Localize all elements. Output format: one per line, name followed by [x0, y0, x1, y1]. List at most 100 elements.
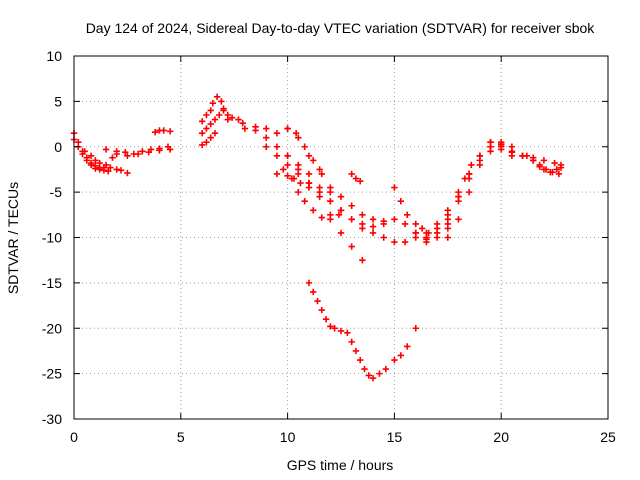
data-point [209, 99, 217, 107]
data-point [487, 143, 494, 150]
data-point [508, 148, 516, 156]
data-point [391, 184, 398, 191]
data-point [96, 166, 103, 173]
grid-layer [74, 56, 608, 419]
data-point [391, 356, 398, 364]
data-point [348, 170, 355, 178]
series-track-27 [523, 152, 563, 178]
data-point [203, 139, 210, 146]
data-point [433, 220, 441, 228]
data-point [412, 229, 419, 237]
data-point [211, 129, 219, 137]
data-point [102, 146, 110, 153]
data-point [331, 325, 338, 332]
data-point [305, 279, 313, 287]
data-point [555, 170, 563, 178]
data-point [83, 157, 91, 164]
data-point [397, 352, 405, 359]
data-point [284, 161, 291, 169]
data-point [310, 288, 317, 296]
data-point [455, 216, 462, 223]
x-tick-label: 5 [177, 429, 185, 445]
data-point [536, 163, 543, 170]
data-point [382, 365, 390, 373]
data-point [301, 143, 308, 150]
data-point [263, 134, 270, 141]
data-point [318, 306, 325, 314]
data-point [391, 238, 398, 246]
data-point [124, 169, 131, 177]
y-tick-label: 10 [46, 48, 62, 64]
y-tick-label: -30 [42, 411, 62, 427]
data-point [523, 152, 531, 160]
data-point [553, 166, 560, 173]
data-point [220, 107, 227, 114]
series-track-9 [198, 129, 219, 149]
data-point [316, 193, 323, 200]
data-point [337, 327, 345, 335]
data-point [87, 161, 95, 169]
data-point [318, 214, 325, 221]
x-tick-label: 25 [600, 429, 616, 445]
series-track-28 [305, 279, 419, 382]
series-track-10 [224, 114, 246, 127]
data-point [145, 148, 152, 156]
data-point [380, 234, 387, 241]
data-point [218, 98, 225, 105]
data-point [369, 229, 377, 237]
y-tick-label: 5 [54, 93, 62, 109]
data-point [348, 243, 355, 250]
data-point [352, 175, 360, 182]
y-tick-label: -15 [42, 275, 62, 291]
data-point [310, 207, 317, 214]
data-point [404, 343, 411, 350]
data-point [465, 170, 473, 178]
data-point [239, 119, 246, 127]
data-point [376, 370, 383, 377]
data-point [322, 315, 330, 323]
data-point [117, 167, 125, 174]
data-point [412, 325, 419, 332]
data-point [295, 134, 302, 141]
data-point [102, 161, 110, 169]
data-point [203, 125, 210, 132]
series-track-23 [444, 152, 484, 214]
data-point [301, 198, 308, 205]
data-point [81, 148, 88, 155]
series-track-6 [151, 127, 174, 136]
data-point [166, 128, 174, 135]
data-point [139, 148, 146, 155]
data-point [444, 234, 451, 241]
data-point [280, 166, 287, 173]
x-tick-label: 10 [280, 429, 296, 445]
data-point [530, 157, 537, 164]
chart-title: Day 124 of 2024, Sidereal Day-to-day VTE… [86, 20, 596, 36]
series-track-16 [273, 166, 313, 191]
data-point [241, 125, 249, 132]
data-point [327, 216, 334, 223]
tick-label-layer: 0 5 10 15 20 25 -30 -25 -20 -15 -10 -5 0 5 10 [42, 48, 616, 445]
data-point [401, 220, 409, 228]
data-point [213, 93, 221, 101]
data-point [263, 143, 270, 150]
data-point [198, 141, 206, 149]
data-point [295, 166, 302, 173]
data-point [235, 116, 242, 123]
y-tick-label: -10 [42, 230, 62, 246]
data-point [357, 356, 364, 364]
series-track-17 [288, 175, 334, 223]
data-point [92, 165, 99, 172]
data-point [542, 166, 550, 173]
series-track-18 [348, 170, 364, 185]
y-tick-label: -25 [42, 366, 62, 382]
data-point [498, 140, 505, 148]
data-point [314, 297, 321, 305]
data-point [391, 216, 398, 223]
y-tick-label: -5 [50, 184, 63, 200]
data-point [401, 238, 409, 246]
data-point [156, 147, 163, 154]
tick-layer [73, 55, 609, 420]
series-track-15 [284, 125, 343, 219]
data-point [207, 107, 214, 114]
